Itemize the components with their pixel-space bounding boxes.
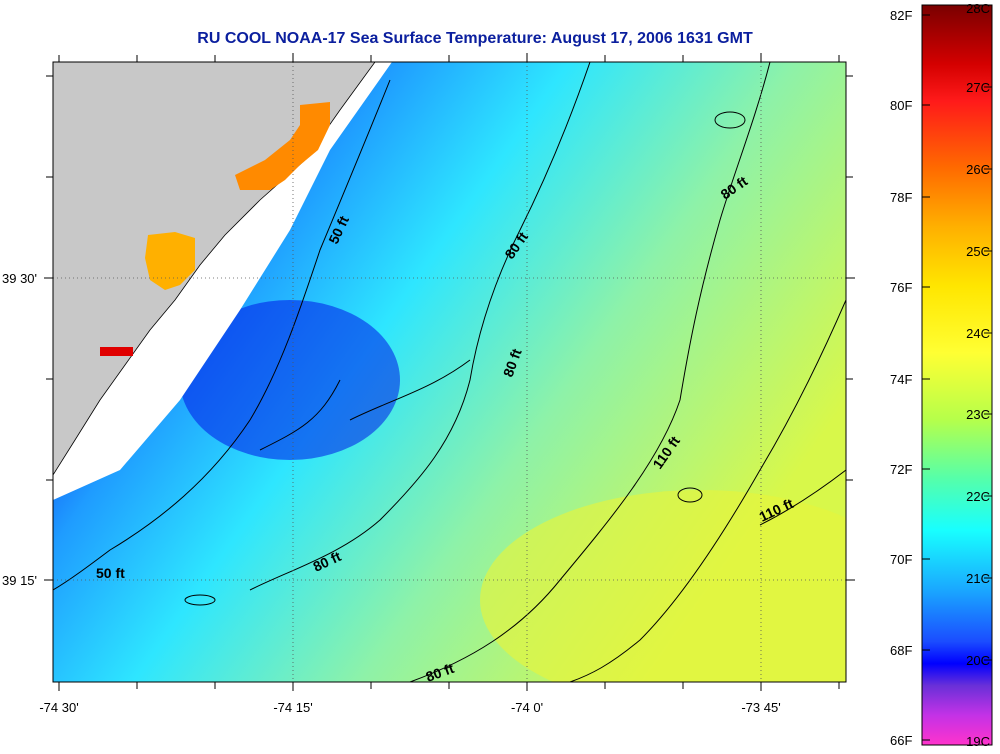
colorbar-c-label: 26C (966, 162, 990, 177)
bay-warm-pixels-north (235, 102, 330, 190)
colorbar-f-label: 72F (890, 462, 912, 477)
map-title: RU COOL NOAA-17 Sea Surface Temperature:… (197, 30, 753, 47)
colorbar-f-label: 74F (890, 372, 912, 387)
graticule (53, 62, 846, 682)
lat-label: 39 30' (2, 271, 37, 286)
colorbar-f-label: 80F (890, 98, 912, 113)
contour-80ft-line-outer (409, 62, 771, 682)
colorbar-f-labels: 82F 80F 78F 76F 74F 72F 70F 68F 66F (890, 8, 912, 748)
contour-ridge-mid (349, 359, 471, 421)
lat-label: 39 15' (2, 573, 37, 588)
colorbar-c-label: 23C (966, 407, 990, 422)
lon-label: -74 15' (273, 700, 312, 715)
colorbar-c-label: 21C (966, 571, 990, 586)
bay-warm-pixels-mid (145, 232, 195, 290)
lon-label: -74 0' (511, 700, 543, 715)
cold-water-core (180, 300, 400, 460)
colorbar-f-label: 70F (890, 552, 912, 567)
colorbar-f-label: 78F (890, 190, 912, 205)
contour-50ft-line (53, 79, 391, 591)
colorbar-c-labels: 28C 27C 26C 25C 24C 23C 22C 21C 20C 19C (966, 1, 990, 749)
contour-island-se (677, 487, 703, 503)
contour-110ft-line-east (759, 469, 846, 526)
axis-label-group: 39 30' 39 15' -74 30' -74 15' -74 0' -73… (2, 271, 781, 715)
bathymetry-contours (53, 62, 846, 682)
contour-island-sw (184, 594, 216, 606)
colorbar (921, 4, 993, 746)
colorbar-c-label: 25C (966, 244, 990, 259)
contour-island-ne (714, 111, 746, 129)
colorbar-c-label: 19C (966, 734, 990, 749)
lon-label: -74 30' (39, 700, 78, 715)
contour-label: 50 ft (96, 565, 125, 581)
contour-ridge-west (259, 379, 341, 451)
colorbar-c-label: 20C (966, 653, 990, 668)
colorbar-f-label: 76F (890, 280, 912, 295)
lon-label: -73 45' (741, 700, 780, 715)
axis-ticks (44, 53, 855, 691)
colorbar-c-label: 24C (966, 326, 990, 341)
colorbar-f-label: 68F (890, 643, 912, 658)
contour-80ft-line-inner (249, 62, 591, 591)
colorbar-c-label: 28C (966, 1, 990, 16)
colorbar-ticks (922, 4, 992, 741)
sea-surface-area: 50 ft 50 ft 80 ft 80 ft 80 ft 80 ft 80 f… (53, 62, 846, 682)
colorbar-c-label: 27C (966, 80, 990, 95)
colorbar-c-label: 22C (966, 489, 990, 504)
colorbar-f-label: 66F (890, 733, 912, 748)
warm-water-patch (480, 490, 846, 682)
contour-110ft-line (569, 299, 846, 682)
colorbar-f-label: 82F (890, 8, 912, 23)
bay-hot-pixel (100, 347, 133, 356)
